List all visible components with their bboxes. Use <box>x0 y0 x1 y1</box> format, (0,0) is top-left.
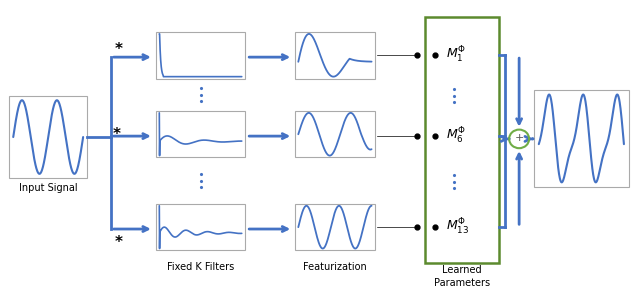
Bar <box>424 17 499 263</box>
Bar <box>295 111 375 157</box>
Text: Input Signal: Input Signal <box>19 184 77 193</box>
Bar <box>295 204 375 250</box>
Text: $M_{1}^{\Phi}$: $M_{1}^{\Phi}$ <box>447 45 467 65</box>
Bar <box>156 204 245 250</box>
Text: *: * <box>115 235 123 249</box>
Text: $M_{6}^{\Phi}$: $M_{6}^{\Phi}$ <box>447 126 467 146</box>
Text: Fixed K Filters: Fixed K Filters <box>167 262 234 271</box>
Bar <box>534 90 628 187</box>
Text: *: * <box>113 127 121 142</box>
Text: +: + <box>515 133 524 144</box>
Text: $M_{13}^{\Phi}$: $M_{13}^{\Phi}$ <box>447 217 470 237</box>
Text: *: * <box>115 42 123 57</box>
Bar <box>156 32 245 79</box>
Bar <box>10 96 87 178</box>
Bar <box>156 111 245 157</box>
Bar <box>295 32 375 79</box>
Text: Featurization: Featurization <box>303 262 367 271</box>
Text: Learned
Parameters: Learned Parameters <box>434 265 490 288</box>
